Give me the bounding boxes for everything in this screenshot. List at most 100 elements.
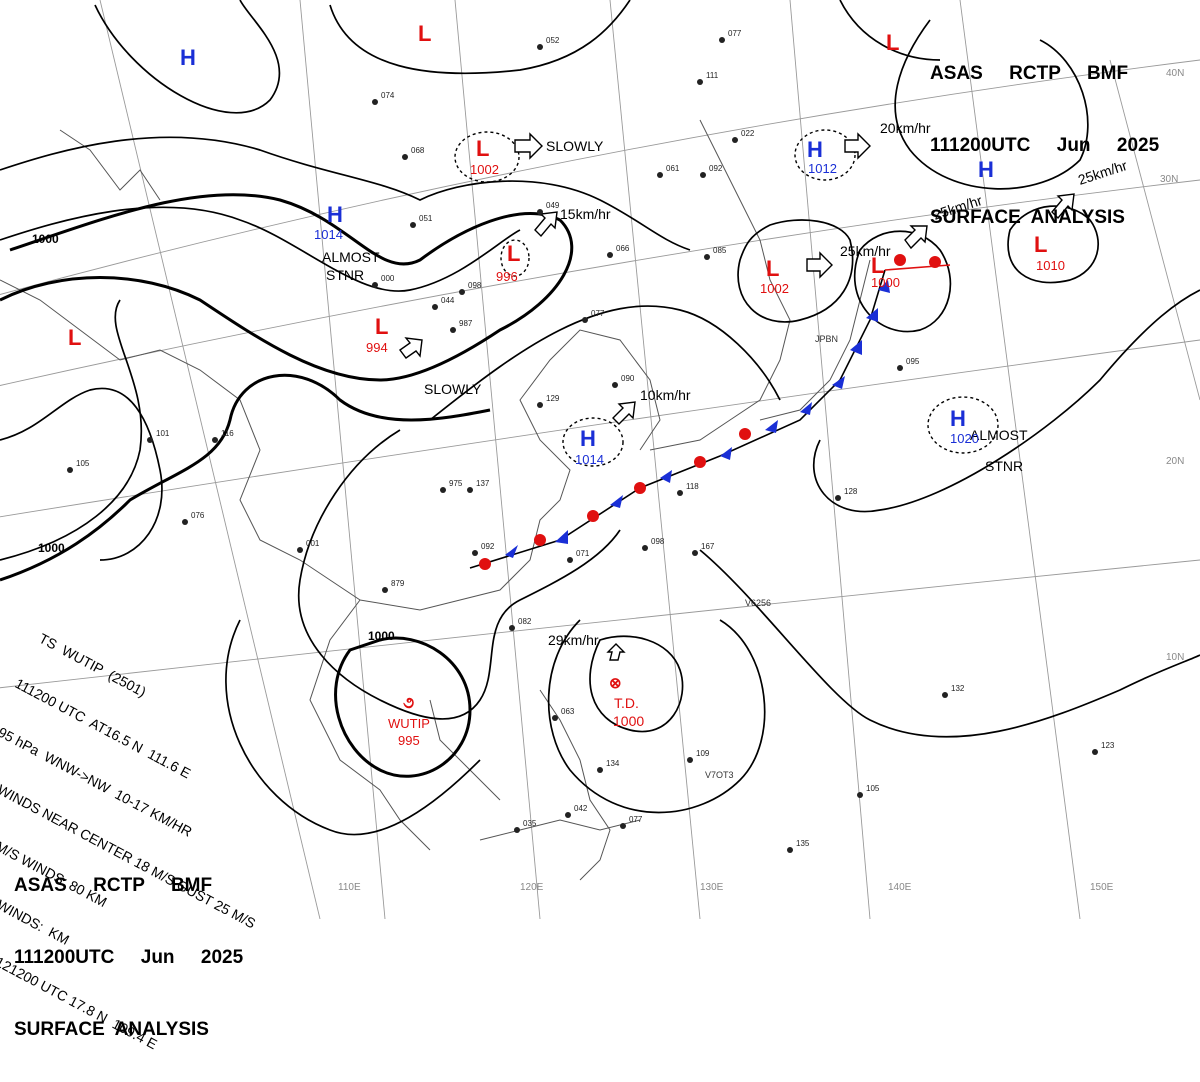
- lon-label: 130E: [700, 882, 724, 893]
- station-dot: [402, 154, 408, 160]
- grid: [0, 0, 1200, 919]
- station-value: 879: [391, 579, 405, 588]
- high-center: H: [580, 426, 596, 451]
- station-value: 049: [546, 201, 560, 210]
- dashed-isobars: [454, 129, 999, 467]
- station-value: 116: [221, 429, 234, 438]
- station-dot: [642, 545, 648, 551]
- station-value: 063: [561, 707, 575, 716]
- warm-front-marks: [479, 254, 941, 570]
- station-dot: [297, 547, 303, 553]
- station-dot: [182, 519, 188, 525]
- station-dot: [440, 487, 446, 493]
- header-line: SURFACE ANALYSIS: [930, 207, 1125, 228]
- low-center: L: [886, 30, 899, 55]
- station-value: 123: [1101, 741, 1115, 750]
- isobar-label: 1000: [38, 541, 65, 555]
- station-dot: [657, 172, 663, 178]
- stationary-note: ALMOST: [970, 427, 1028, 443]
- station-dot: [212, 437, 218, 443]
- station-value: 076: [191, 511, 205, 520]
- motion-texts: SLOWLY 15km/hr SLOWLY 20km/hr 25km/hr 25…: [424, 120, 1129, 648]
- station-dot: [432, 304, 438, 310]
- motion-text: SLOWLY: [546, 138, 604, 154]
- stationary-note: ALMOST: [322, 249, 380, 265]
- isobar-labels: 1000 1000 1000: [32, 232, 395, 643]
- graticule-labels: 110E 120E 130E 140E 150E 40N 30N 20N 10N: [338, 68, 1184, 893]
- station-value: 105: [866, 784, 880, 793]
- station-dot: [697, 79, 703, 85]
- station-value: 000: [381, 274, 395, 283]
- station-value: 137: [476, 479, 490, 488]
- station-dot: [450, 327, 456, 333]
- header-line: 111200UTC Jun 2025: [930, 135, 1160, 156]
- lat-label: 40N: [1166, 68, 1184, 79]
- low-center: L: [418, 21, 431, 46]
- station-dot: [687, 757, 693, 763]
- station-value: 134: [606, 759, 620, 768]
- high-center: H: [807, 137, 823, 162]
- station-dot: [620, 823, 626, 829]
- station-dot: [459, 289, 465, 295]
- station-dot: [382, 587, 388, 593]
- isobars: [0, 0, 1200, 836]
- station-value: 167: [701, 542, 715, 551]
- station-dot: [597, 767, 603, 773]
- station-plots: 052 074 068 051 049 066 098 987 077 111 090 129 137 0…: [67, 29, 1115, 853]
- station-value: 066: [616, 244, 630, 253]
- isobar-label: 1000: [32, 232, 59, 246]
- low-center: L: [1034, 232, 1047, 257]
- station-value: 092: [481, 542, 495, 551]
- station-value: 071: [576, 549, 590, 558]
- station-dot: [472, 550, 478, 556]
- station-dot: [787, 847, 793, 853]
- lat-label: 30N: [1160, 174, 1178, 185]
- coastlines: [0, 119, 871, 881]
- pressure-value: 996: [496, 269, 518, 284]
- station-dot: [410, 222, 416, 228]
- pressure-value: 1002: [760, 281, 789, 296]
- high-center: H: [950, 406, 966, 431]
- ship-ids: JPBN V6256 V7OT3: [705, 334, 838, 780]
- station-value: 098: [651, 537, 665, 546]
- low-center: L: [68, 325, 81, 350]
- lon-label: 120E: [520, 882, 544, 893]
- chart-header-top-right: ASAS RCTP BMF 111200UTC Jun 2025 SURFACE…: [930, 14, 1159, 254]
- station-value: 132: [951, 684, 965, 693]
- station-dot: [700, 172, 706, 178]
- header-line: ASAS RCTP BMF: [930, 63, 1129, 84]
- station-dot: [467, 487, 473, 493]
- station-value: 051: [419, 214, 433, 223]
- motion-text: 29km/hr: [548, 632, 599, 648]
- station-dot: [537, 44, 543, 50]
- station-dot: [552, 715, 558, 721]
- station-value: 118: [686, 482, 699, 491]
- station-value: 101: [156, 429, 170, 438]
- storm-name: WUTIP: [388, 716, 430, 731]
- tropical-depression: ⊗ T.D. 1000: [609, 675, 644, 729]
- pressure-value: 1012: [808, 161, 837, 176]
- station-value: 135: [796, 839, 810, 848]
- station-value: 068: [411, 146, 425, 155]
- stationary-note: STNR: [326, 267, 364, 283]
- ship-id: V6256: [745, 598, 771, 608]
- low-center: L: [375, 314, 388, 339]
- station-value: 129: [546, 394, 560, 403]
- ship-id: JPBN: [815, 334, 838, 344]
- station-value: 022: [741, 129, 755, 138]
- station-dot: [565, 812, 571, 818]
- low-center: L: [766, 256, 779, 281]
- pressure-value: 1020: [950, 431, 979, 446]
- station-dot: [1092, 749, 1098, 755]
- tropical-storm: ૭ WUTIP 995: [388, 695, 430, 748]
- low-center: L: [476, 136, 489, 161]
- station-value: 975: [449, 479, 463, 488]
- high-center: H: [180, 45, 196, 70]
- station-value: 052: [546, 36, 560, 45]
- td-symbol: ⊗: [609, 675, 622, 692]
- station-value: 105: [76, 459, 90, 468]
- weather-map: 1000 1000 1000: [0, 0, 1200, 919]
- station-value: 082: [518, 617, 532, 626]
- station-value: 042: [574, 804, 588, 813]
- station-value: 035: [523, 819, 537, 828]
